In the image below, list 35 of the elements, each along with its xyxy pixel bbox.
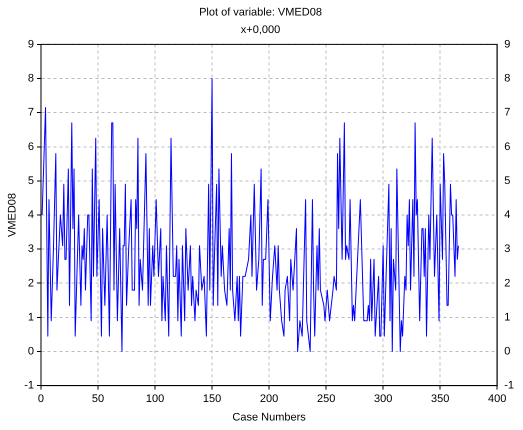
y-tick-label: 0 — [28, 346, 34, 358]
y-tick-label: 8 — [28, 72, 34, 85]
y-axis-title: VMED08 — [6, 192, 19, 238]
x-tick-label: 350 — [431, 393, 450, 406]
y-tick-label: 3 — [28, 243, 34, 256]
y2-tick-label: 2 — [504, 277, 510, 290]
y-tick-label: 7 — [28, 106, 34, 119]
x-tick-label: 200 — [260, 393, 278, 406]
y-tick-label: 6 — [28, 140, 34, 153]
x-tick-label: 250 — [316, 393, 336, 406]
y2-tick-label: 6 — [504, 140, 510, 153]
y2-tick-label: 1 — [504, 311, 510, 324]
y-tick-label: 4 — [28, 209, 34, 222]
y2-tick-label: 4 — [504, 209, 510, 222]
y2-tick-label: 8 — [504, 72, 510, 85]
x-tick-label: 400 — [488, 393, 506, 406]
x-tick-label: 50 — [92, 393, 104, 406]
chart-title: Plot of variable: VMED08 — [199, 6, 322, 19]
y-tick-label: 2 — [28, 277, 34, 290]
y2-tick-label: 7 — [504, 106, 510, 119]
x-tick-label: 150 — [202, 393, 222, 406]
y-tick-label: 9 — [28, 38, 34, 50]
y-tick-label: 1 — [28, 311, 34, 324]
chart-subtitle: x+0,000 — [240, 24, 280, 36]
y2-tick-label: 3 — [504, 243, 510, 256]
x-axis-title: Case Numbers — [232, 411, 306, 424]
y2-tick-label: 9 — [504, 38, 510, 50]
x-tick-label: 0 — [38, 393, 44, 406]
y-tick-label: -1 — [24, 380, 34, 392]
y2-tick-label: -1 — [504, 380, 514, 392]
y2-tick-label: 5 — [504, 174, 510, 187]
y2-tick-label: 0 — [504, 346, 510, 358]
x-tick-label: 300 — [374, 393, 392, 406]
y-tick-label: 5 — [28, 174, 34, 187]
x-tick-label: 100 — [146, 393, 164, 406]
